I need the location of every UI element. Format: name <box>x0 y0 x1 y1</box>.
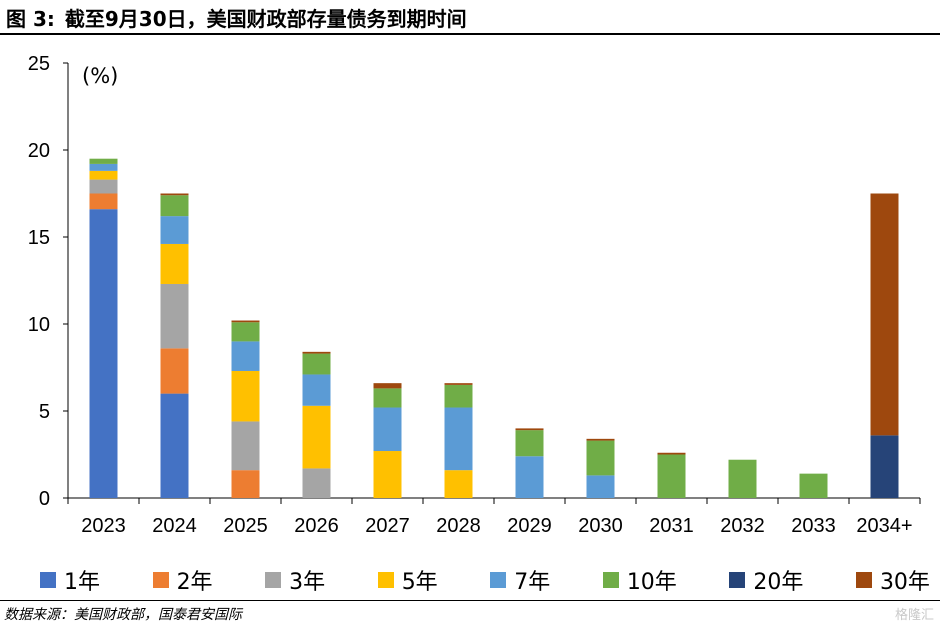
bar-segment-2030-30年 <box>586 438 615 441</box>
bar-segment-2029-7年 <box>515 456 544 498</box>
bar-segment-2031-30年 <box>657 452 686 455</box>
bar-segment-2027-5年 <box>373 451 402 498</box>
bar-segment-2027-30年 <box>373 383 402 389</box>
bar-segment-2029-10年 <box>515 430 544 457</box>
legend-label: 20年 <box>753 570 804 595</box>
x-tick-label: 2028 <box>436 515 481 537</box>
x-tick-label: 2027 <box>365 515 410 537</box>
legend-label: 7年 <box>514 570 551 595</box>
footer-rule <box>0 600 940 601</box>
bar-segment-2024-30年 <box>160 193 189 196</box>
bar-segment-2028-30年 <box>444 383 473 385</box>
bar-segment-2024-2年 <box>160 348 189 394</box>
bar-segment-2023-2年 <box>89 193 118 210</box>
x-tick-label: 2024 <box>152 515 197 537</box>
bar-segment-2033-10年 <box>799 473 828 498</box>
bar-segment-2028-10年 <box>444 384 473 408</box>
x-tick-label: 2025 <box>223 515 268 537</box>
bar-segment-2023-3年 <box>89 179 118 194</box>
legend-label: 3年 <box>289 570 326 595</box>
legend-item: 2年 <box>152 564 213 596</box>
bar-segment-2026-3年 <box>302 468 331 498</box>
bar-segment-2023-10年 <box>89 158 118 164</box>
legend-label: 30年 <box>879 570 930 595</box>
x-tick-label: 2030 <box>578 515 623 537</box>
bar-segment-2023-5年 <box>89 170 118 180</box>
watermark: 格隆汇 <box>894 608 934 623</box>
bar-segment-2034+-20年 <box>870 435 899 498</box>
legend-label: 5年 <box>401 570 438 595</box>
bar-segment-2025-3年 <box>231 421 260 471</box>
bar-segment-2034+-30年 <box>870 193 899 436</box>
bar-segment-2029-30年 <box>515 428 544 431</box>
bar-segment-2027-7年 <box>373 407 402 452</box>
legend-item: 10年 <box>602 564 677 596</box>
title-rule <box>0 33 940 35</box>
y-tick-label: 0 <box>39 488 50 510</box>
legend-item: 5年 <box>377 564 438 596</box>
bar-segment-2026-10年 <box>302 353 331 375</box>
x-tick-label: 2033 <box>791 515 836 537</box>
figure-number: 图 3: <box>6 6 55 31</box>
legend-item: 20年 <box>729 564 803 596</box>
legend-swatch <box>40 572 56 588</box>
title-row: 图 3: 截至9月30日，美国财政部存量债务到期时间 <box>6 2 467 32</box>
bar-segment-2026-5年 <box>302 405 331 469</box>
y-tick-label: 5 <box>39 401 50 423</box>
legend-swatch <box>152 572 169 588</box>
bar-segment-2028-7年 <box>444 407 473 471</box>
chart-legend: 1年 2年 3年 5年 7年 10年 20年 30年 <box>40 564 930 596</box>
bar-segment-2025-7年 <box>231 341 260 371</box>
bar-segment-2023-1年 <box>89 209 118 498</box>
source-note: 数据来源：美国财政部，国泰君安国际 <box>4 607 242 623</box>
bar-segment-2024-3年 <box>160 283 189 349</box>
legend-item: 30年 <box>855 564 930 596</box>
legend-swatch <box>265 572 282 588</box>
bar-segment-2026-30年 <box>302 351 331 354</box>
x-tick-label: 2032 <box>720 515 765 537</box>
bar-segment-2028-5年 <box>444 470 473 498</box>
bar-segment-2031-10年 <box>657 454 686 498</box>
bar-segment-2024-10年 <box>160 195 189 217</box>
bar-segment-2030-10年 <box>586 440 615 476</box>
y-tick-label: 15 <box>28 227 50 249</box>
chart-title: 截至9月30日，美国财政部存量债务到期时间 <box>64 6 467 31</box>
bar-segment-2024-5年 <box>160 243 189 284</box>
legend-swatch <box>855 572 872 588</box>
x-tick-label: 2026 <box>294 515 339 537</box>
bar-segment-2025-5年 <box>231 370 260 422</box>
x-tick-label: 2029 <box>507 515 552 537</box>
y-tick-label: 20 <box>28 140 50 162</box>
bar-segment-2025-2年 <box>231 470 260 498</box>
legend-item: 1年 <box>40 564 100 596</box>
legend-swatch <box>377 572 394 588</box>
x-tick-label: 2023 <box>81 515 126 537</box>
legend-swatch <box>490 572 507 588</box>
bar-segment-2025-30年 <box>231 320 260 323</box>
legend-label: 1年 <box>64 570 100 595</box>
legend-item: 3年 <box>265 564 325 596</box>
bar-segment-2025-10年 <box>231 322 260 342</box>
bar-segment-2023-7年 <box>89 163 118 171</box>
y-unit-label: (%) <box>82 64 118 88</box>
x-tick-label: 2034+ <box>856 515 912 537</box>
y-tick-label: 25 <box>28 53 50 75</box>
legend-item: 7年 <box>490 564 550 596</box>
bar-segment-2024-7年 <box>160 216 189 244</box>
legend-label: 2年 <box>176 570 213 595</box>
bar-segment-2030-7年 <box>586 475 615 498</box>
x-tick-label: 2031 <box>649 515 694 537</box>
bar-segment-2027-10年 <box>373 388 402 408</box>
bar-segment-2024-1年 <box>160 393 189 498</box>
y-tick-label: 10 <box>28 314 50 336</box>
legend-swatch <box>729 572 746 588</box>
legend-swatch <box>602 572 619 588</box>
bar-segment-2026-7年 <box>302 374 331 406</box>
legend-label: 10年 <box>626 570 677 595</box>
bar-segment-2032-10年 <box>728 459 757 498</box>
